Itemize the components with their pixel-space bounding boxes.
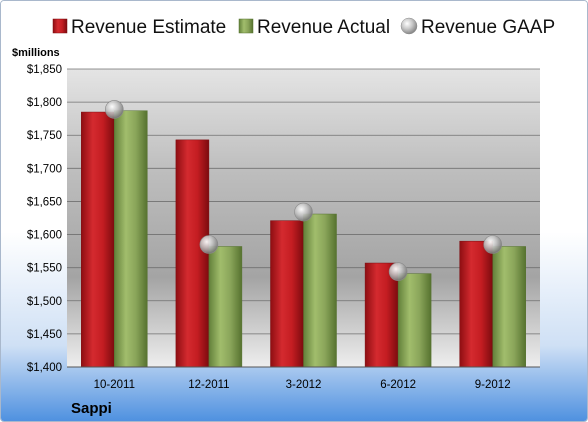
- y-tick-label: $1,650: [27, 196, 62, 208]
- marker-gaap: [199, 235, 219, 254]
- gaap-markers: [105, 100, 503, 281]
- legend-marker-gaap: [400, 17, 418, 35]
- legend-label-estimate: Revenue Estimate: [71, 17, 226, 38]
- y-tick-label: $1,850: [27, 64, 62, 76]
- legend-item-actual: Revenue Actual: [238, 17, 390, 38]
- y-tick-label: $1,400: [27, 362, 62, 374]
- x-tick-label: 12-2011: [188, 379, 229, 391]
- y-tick-label: $1,700: [27, 163, 62, 175]
- x-tick-label: 6-2012: [380, 379, 416, 391]
- legend-label-gaap: Revenue GAAP: [421, 17, 555, 38]
- y-tick-label: $1,800: [27, 97, 62, 109]
- legend: Revenue Estimate Revenue Actual Revenue …: [52, 17, 555, 38]
- marker-gaap: [294, 202, 313, 222]
- bar-actual: [492, 246, 526, 368]
- y-tick-label: $1,600: [27, 230, 62, 242]
- legend-label-actual: Revenue Actual: [257, 17, 390, 38]
- y-tick-label: $1,450: [27, 329, 62, 341]
- x-tick-label: 10-2011: [94, 379, 135, 391]
- bar-estimate: [81, 111, 115, 368]
- bar-estimate: [364, 262, 399, 368]
- marker-gaap: [388, 262, 408, 281]
- y-tick-label: $1,500: [27, 296, 62, 308]
- bar-actual: [208, 246, 243, 368]
- x-axis-ticks: 10-2011 12-2011 3-2012 6-2012 9-2012: [94, 379, 511, 391]
- y-tick-label: $1,750: [27, 130, 62, 142]
- company-name: Sappi: [71, 400, 112, 417]
- bar-actual: [397, 273, 432, 368]
- bar-estimate: [459, 240, 493, 368]
- y-axis-unit-label: $millions: [12, 47, 60, 59]
- legend-swatch-actual: [238, 18, 254, 34]
- bar-estimate: [175, 139, 210, 368]
- y-axis-ticks: $1,400 $1,450 $1,500 $1,550 $1,600 $1,650 $1,7…: [27, 64, 62, 374]
- bars: [81, 110, 526, 368]
- marker-gaap: [483, 235, 503, 254]
- legend-item-estimate: Revenue Estimate: [52, 17, 226, 38]
- bar-actual: [114, 110, 148, 368]
- x-tick-label: 3-2012: [286, 379, 322, 391]
- bar-actual: [303, 213, 337, 368]
- legend-item-gaap: Revenue GAAP: [400, 17, 555, 38]
- bar-estimate: [270, 220, 304, 368]
- x-tick-label: 9-2012: [475, 379, 511, 391]
- marker-gaap: [105, 100, 124, 119]
- y-tick-label: $1,550: [27, 263, 62, 275]
- legend-swatch-estimate: [52, 18, 68, 34]
